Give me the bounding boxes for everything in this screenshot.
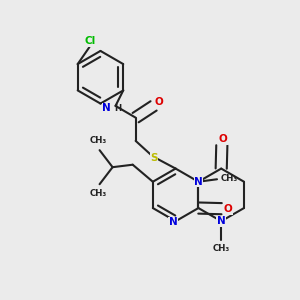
Text: S: S [151, 153, 158, 163]
Text: O: O [218, 134, 227, 144]
Text: N: N [169, 218, 178, 227]
Text: N: N [217, 216, 226, 226]
Text: CH₃: CH₃ [213, 244, 230, 253]
Text: CH₃: CH₃ [221, 174, 238, 183]
Text: N: N [194, 177, 203, 187]
Text: N: N [103, 103, 111, 113]
Text: Cl: Cl [85, 37, 96, 46]
Text: O: O [224, 204, 232, 214]
Text: CH₃: CH₃ [89, 136, 107, 145]
Text: CH₃: CH₃ [89, 189, 107, 198]
Text: O: O [155, 97, 164, 107]
Text: H: H [114, 104, 122, 113]
